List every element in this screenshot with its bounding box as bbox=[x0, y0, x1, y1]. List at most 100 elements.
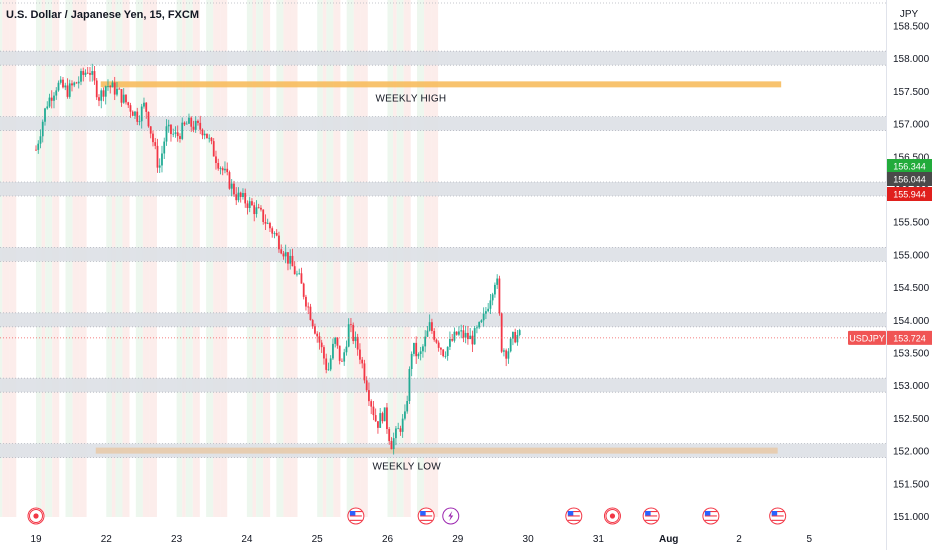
candle-body bbox=[404, 411, 406, 419]
candle-body bbox=[361, 359, 364, 364]
currency-label[interactable]: JPY bbox=[900, 9, 919, 20]
x-tick-label: 30 bbox=[523, 534, 535, 545]
candle-body bbox=[55, 90, 58, 96]
candle-body bbox=[365, 380, 368, 391]
flag-stripe bbox=[567, 515, 580, 517]
candle-body bbox=[478, 322, 481, 328]
candle-body bbox=[341, 360, 343, 362]
us-flag-icon[interactable] bbox=[769, 507, 787, 525]
candle-body bbox=[437, 342, 440, 348]
candle-body bbox=[311, 320, 314, 327]
candle-body bbox=[415, 342, 418, 357]
candle-body bbox=[221, 168, 224, 171]
weekly-high-label: WEEKLY HIGH bbox=[376, 93, 447, 104]
sr-band bbox=[0, 51, 886, 66]
us-flag-icon[interactable] bbox=[642, 507, 660, 525]
level-marker bbox=[100, 81, 782, 88]
sr-band bbox=[0, 247, 886, 262]
y-tick-label: 158.500 bbox=[893, 22, 930, 33]
candle-body bbox=[316, 333, 319, 337]
flag-stripe bbox=[771, 519, 784, 521]
candle-body bbox=[500, 313, 503, 352]
candle-body bbox=[127, 102, 130, 106]
candle-body bbox=[345, 346, 348, 353]
candle-body bbox=[318, 336, 321, 343]
candle-body bbox=[395, 428, 397, 439]
candle-body bbox=[53, 95, 55, 101]
candle-body bbox=[401, 418, 404, 432]
candle-body bbox=[217, 162, 220, 169]
flag-canton bbox=[771, 511, 778, 516]
us-flag-icon[interactable] bbox=[347, 507, 365, 525]
candle-body bbox=[469, 335, 472, 340]
candle-body bbox=[167, 124, 170, 127]
price-badge bbox=[887, 172, 932, 186]
us-flag-icon[interactable] bbox=[702, 507, 720, 525]
candle-body bbox=[347, 324, 350, 347]
candle-body bbox=[210, 137, 213, 142]
candle-body bbox=[190, 117, 193, 127]
candle-body bbox=[293, 266, 296, 275]
flag-stripe bbox=[645, 519, 658, 521]
candle-body bbox=[298, 273, 301, 275]
candle-body bbox=[39, 136, 42, 144]
candle-body bbox=[44, 108, 46, 122]
candle-body bbox=[41, 121, 44, 137]
us-flag-icon[interactable] bbox=[565, 507, 583, 525]
candle-body bbox=[390, 441, 393, 450]
flag-stripe bbox=[349, 515, 362, 517]
candle-body bbox=[300, 273, 303, 284]
us-flag-icon[interactable] bbox=[417, 507, 435, 525]
red-dot-icon[interactable] bbox=[27, 507, 45, 525]
flag-stripe bbox=[645, 513, 658, 515]
candle-body bbox=[257, 207, 260, 209]
candle-body bbox=[62, 79, 64, 88]
candle-body bbox=[491, 294, 494, 301]
candle-body bbox=[224, 168, 226, 171]
candle-body bbox=[496, 278, 499, 285]
flag-stripe bbox=[349, 513, 362, 515]
candle-body bbox=[480, 320, 483, 323]
y-tick-label: 155.500 bbox=[893, 218, 930, 229]
flag-stripe bbox=[704, 519, 717, 521]
candle-body bbox=[37, 143, 40, 150]
flag-canton bbox=[349, 511, 356, 516]
lightning-bolt bbox=[448, 511, 454, 521]
candle-body bbox=[309, 306, 312, 321]
lightning-icon[interactable] bbox=[442, 507, 460, 525]
candle-body bbox=[419, 351, 422, 354]
candle-body bbox=[336, 337, 339, 346]
y-tick-label: 152.500 bbox=[893, 414, 930, 425]
candle-body bbox=[368, 390, 370, 402]
y-tick-label: 155.000 bbox=[893, 250, 930, 261]
candle-body bbox=[122, 94, 125, 103]
candle-body bbox=[203, 133, 206, 136]
candle-body bbox=[320, 342, 323, 348]
flag-stripe bbox=[771, 517, 784, 519]
candle-body bbox=[98, 97, 100, 101]
candle-body bbox=[314, 326, 316, 334]
candle-body bbox=[138, 121, 141, 123]
candle-body bbox=[226, 168, 229, 173]
weekly-low-label: WEEKLY LOW bbox=[373, 462, 442, 473]
candle-body bbox=[426, 330, 429, 337]
candle-body bbox=[163, 141, 166, 154]
candle-body bbox=[476, 327, 478, 329]
candle-body bbox=[46, 106, 49, 109]
y-tick-label: 156.500 bbox=[893, 152, 930, 163]
candle-body bbox=[489, 300, 492, 309]
red-dot-icon[interactable] bbox=[603, 507, 621, 525]
candle-body bbox=[507, 351, 510, 359]
candle-body bbox=[302, 283, 305, 297]
candle-body bbox=[397, 428, 400, 430]
candle-body bbox=[440, 347, 442, 350]
flag-canton bbox=[704, 511, 711, 516]
x-tick-label: Aug bbox=[659, 534, 678, 545]
flag-stripe bbox=[567, 513, 580, 515]
candle-body bbox=[278, 235, 280, 250]
flag-stripe bbox=[349, 519, 362, 521]
flag-stripe bbox=[704, 511, 717, 513]
flag-stripe bbox=[704, 515, 717, 517]
